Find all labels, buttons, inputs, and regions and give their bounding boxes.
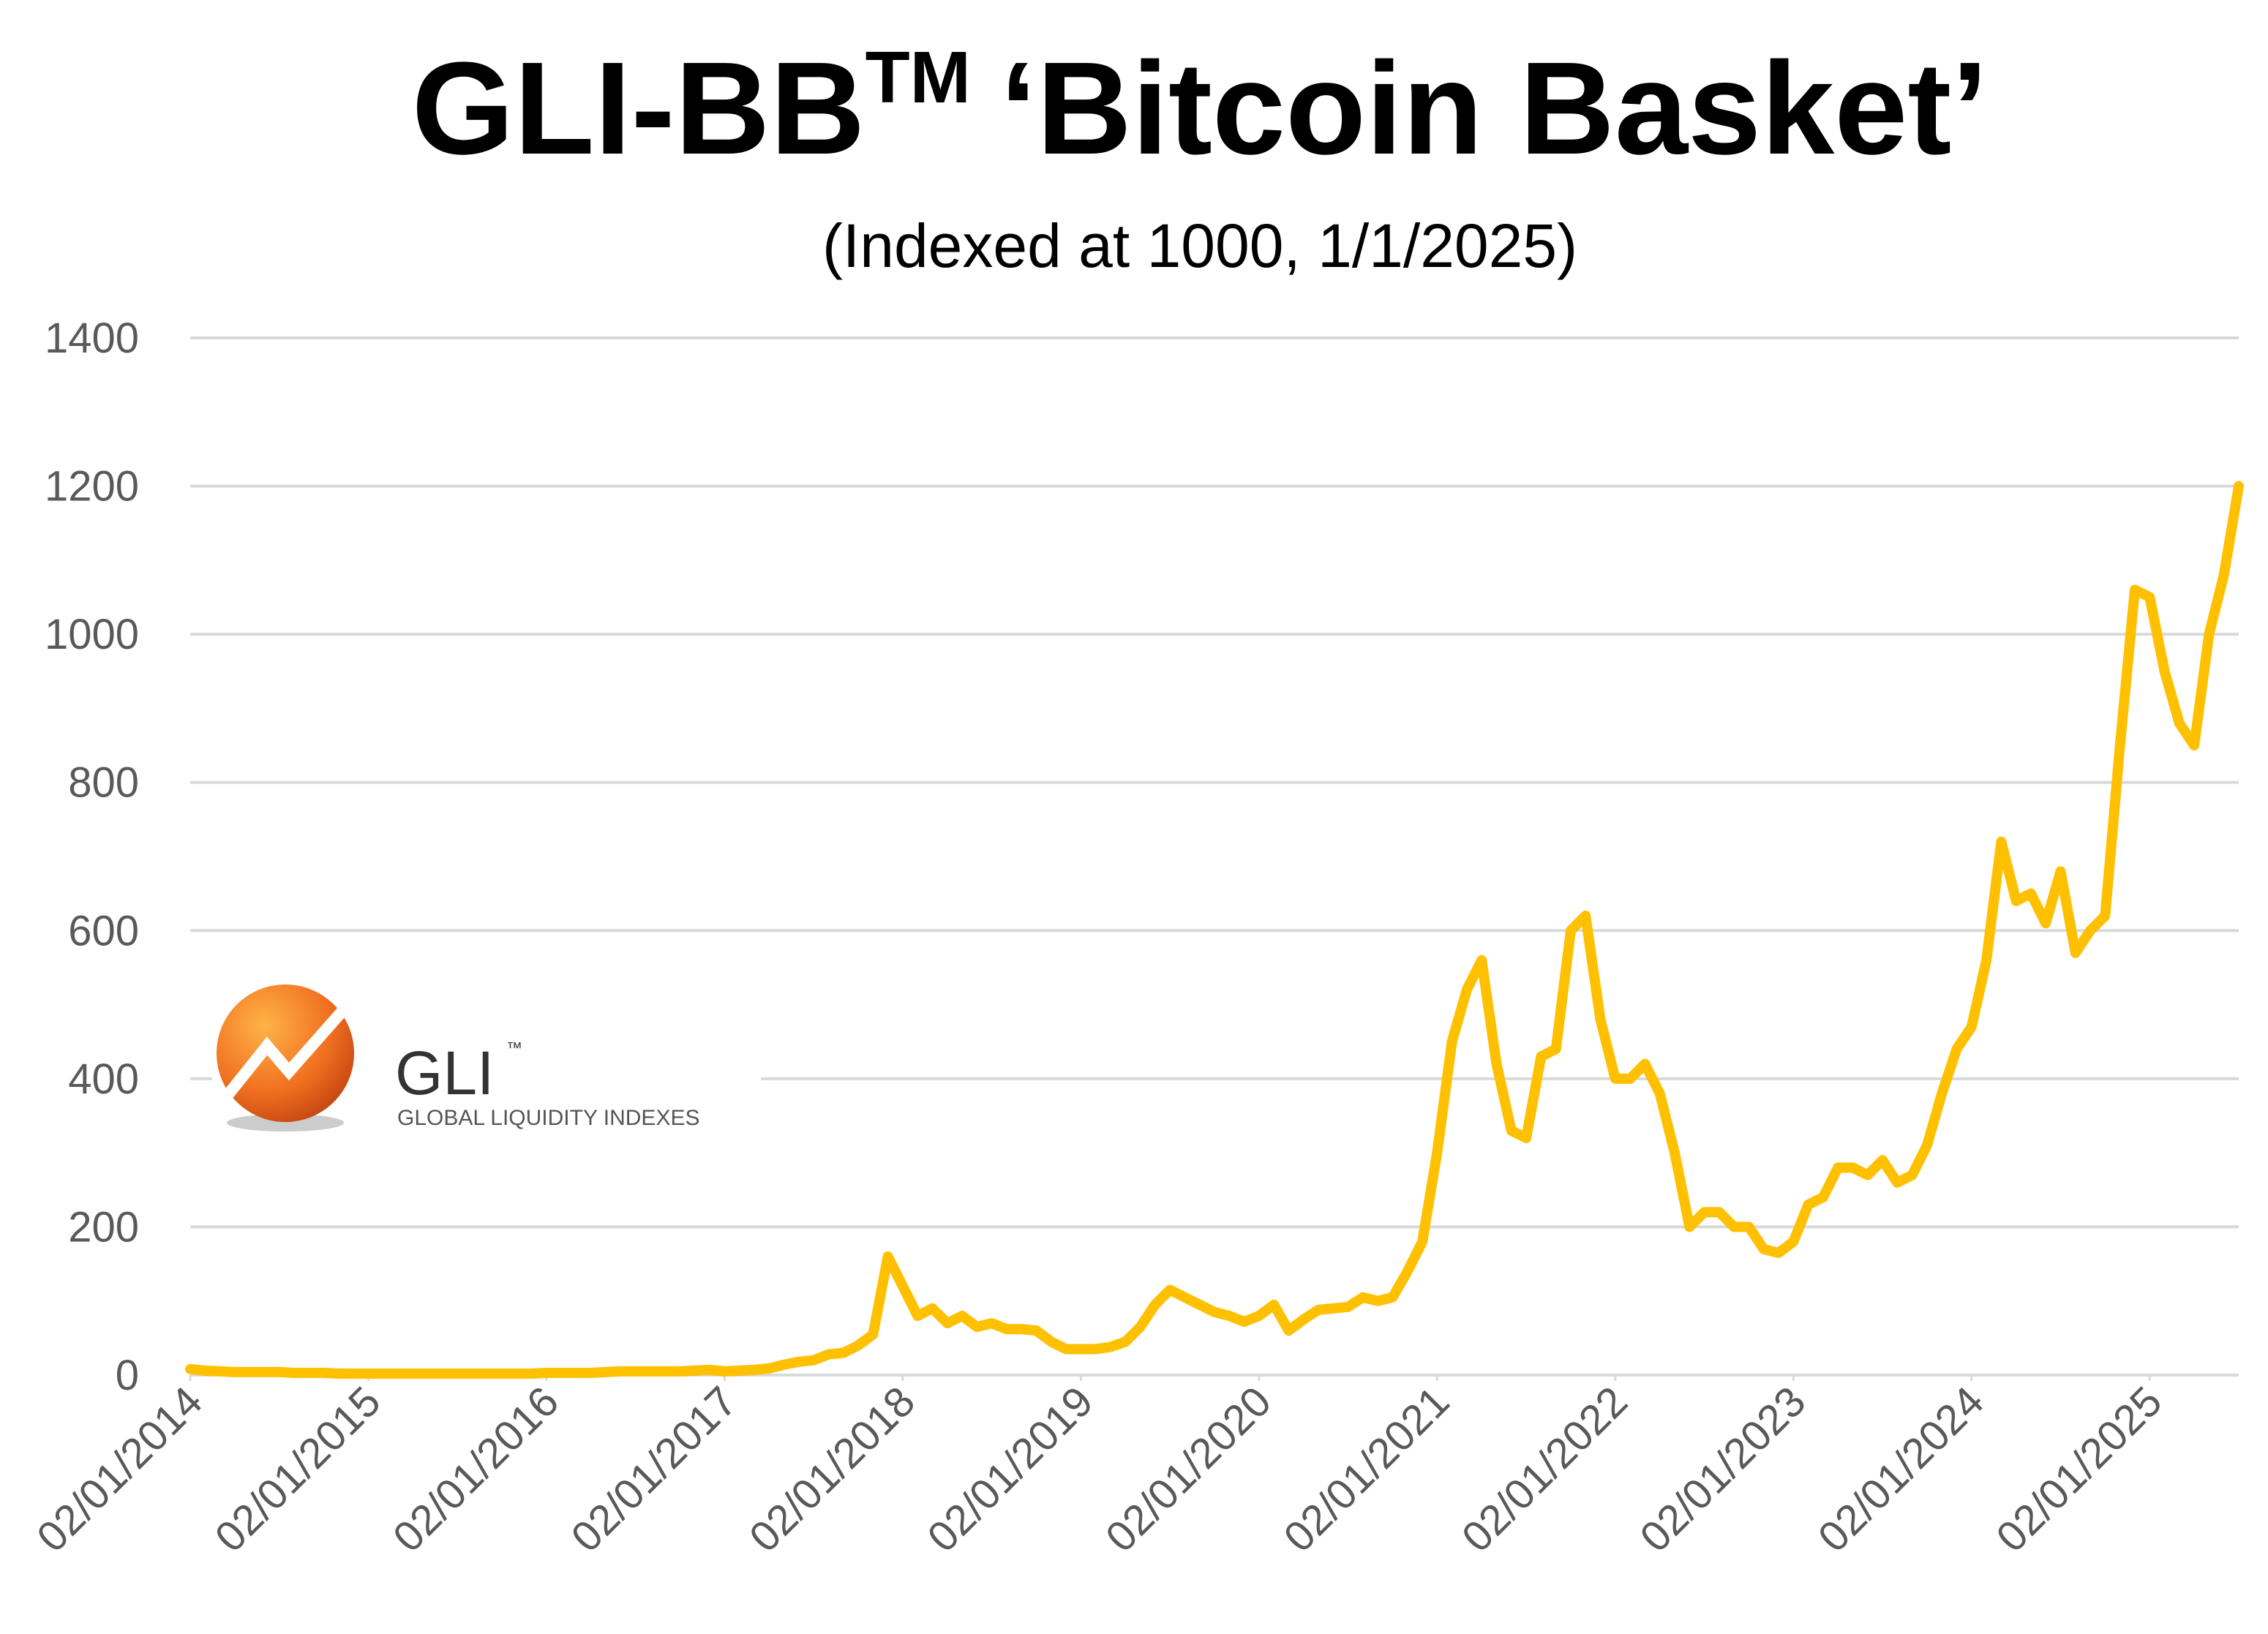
- x-tick-label: 02/01/2023: [1631, 1377, 1814, 1561]
- chart-subtitle: (Indexed at 1000, 1/1/2025): [822, 211, 1577, 280]
- y-tick-label: 1000: [45, 611, 139, 658]
- x-tick-label: 02/01/2024: [1809, 1377, 1993, 1561]
- x-tick-label: 02/01/2021: [1274, 1377, 1458, 1561]
- logo: GLI ™ GLOBAL LIQUIDITY INDEXES: [212, 973, 761, 1141]
- x-tick-label: 02/01/2017: [562, 1377, 746, 1561]
- x-tick-label: 02/01/2016: [384, 1377, 568, 1561]
- y-tick-label: 800: [68, 759, 139, 807]
- title-main: GLI-BB: [412, 35, 865, 182]
- plot: [185, 481, 2244, 1379]
- logo-mark: ™: [506, 1039, 522, 1057]
- y-tick-label: 600: [68, 907, 139, 955]
- x-tick-label: 02/01/2019: [918, 1377, 1102, 1561]
- title-superscript: TM: [865, 37, 971, 118]
- line-series: [185, 481, 2244, 1379]
- title-rest: ‘Bitcoin Basket’: [1000, 35, 1988, 182]
- y-tick-label: 1400: [45, 315, 139, 362]
- x-tick-label: 02/01/2025: [1987, 1377, 2171, 1561]
- x-tick-label: 02/01/2020: [1097, 1377, 1280, 1561]
- x-tick-label: 02/01/2022: [1453, 1377, 1637, 1561]
- logo-name: GLI: [395, 1039, 494, 1107]
- x-tick-label: 02/01/2014: [28, 1377, 211, 1561]
- chart-title: GLI-BBTM ‘Bitcoin Basket’: [412, 35, 1989, 182]
- logo-arrow: [218, 1005, 348, 1104]
- y-tick-label: 0: [116, 1352, 139, 1399]
- y-tick-label: 400: [68, 1055, 139, 1103]
- x-tick-label: 02/01/2015: [206, 1377, 389, 1561]
- logo-shadow: [227, 1114, 344, 1132]
- x-tick-label: 02/01/2018: [740, 1377, 924, 1561]
- y-tick-label: 200: [68, 1203, 139, 1251]
- logo-orb: [217, 984, 354, 1122]
- logo-tagline: GLOBAL LIQUIDITY INDEXES: [397, 1106, 699, 1130]
- y-tick-label: 1200: [45, 463, 139, 511]
